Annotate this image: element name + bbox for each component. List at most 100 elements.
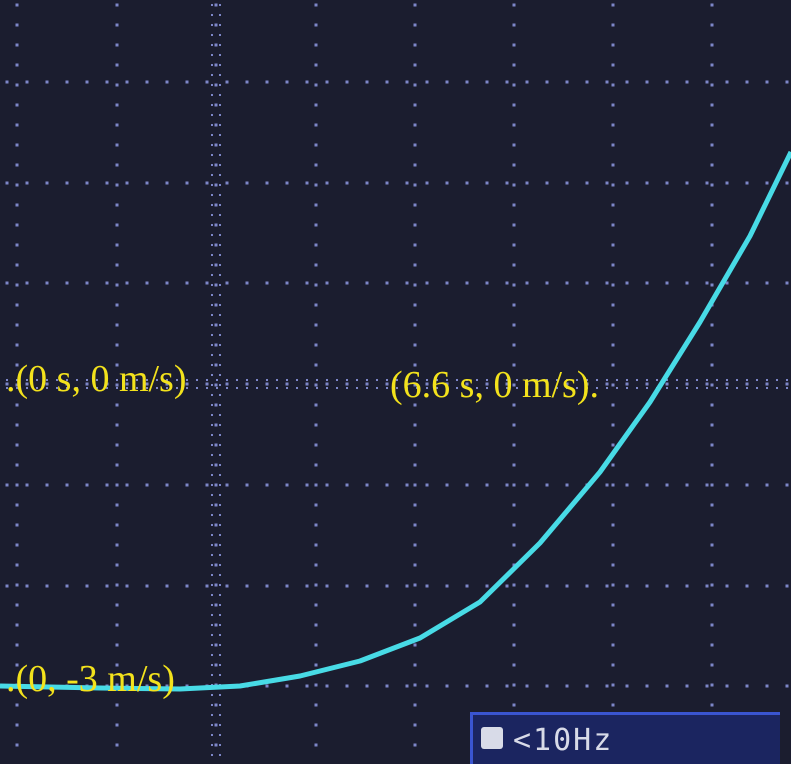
grid-dot (211, 454, 213, 456)
grid-dot (211, 124, 213, 126)
grid-dot (326, 379, 328, 381)
grid-dot (414, 684, 417, 687)
grid-dot (26, 282, 29, 285)
grid-dot (206, 585, 209, 588)
grid-dot (315, 484, 318, 487)
grid-dot (636, 379, 638, 381)
grid-dot (219, 624, 221, 626)
grid-dot (356, 387, 358, 389)
grid-dot (414, 424, 417, 427)
grid-dot (646, 685, 649, 688)
grid-dot (116, 504, 119, 507)
grid-dot (186, 182, 189, 185)
grid-dot (16, 404, 19, 407)
grid-dot (546, 484, 549, 487)
grid-dot (513, 484, 516, 487)
grid-dot (246, 484, 249, 487)
grid-dot (406, 81, 409, 84)
grid-dot (414, 64, 417, 67)
grid-dot (116, 64, 119, 67)
grid-dot (211, 54, 213, 56)
grid-dot (706, 383, 709, 386)
grid-dot (219, 294, 221, 296)
grid-dot (16, 524, 19, 527)
grid-dot (236, 379, 238, 381)
grid-dot (219, 734, 221, 736)
grid-dot (676, 387, 678, 389)
grid-dot (315, 204, 318, 207)
grid-dot (686, 383, 689, 386)
grid-dot (219, 574, 221, 576)
grid-dot (716, 387, 718, 389)
grid-dot (219, 644, 221, 646)
grid-dot (315, 504, 318, 507)
grid-dot (315, 44, 318, 47)
grid-dot (606, 585, 609, 588)
grid-dot (513, 64, 516, 67)
grid-dot (219, 664, 221, 666)
grid-dot (513, 464, 516, 467)
grid-dot (211, 594, 213, 596)
grid-dot (426, 81, 429, 84)
grid-dot (219, 424, 221, 426)
grid-dot (211, 174, 213, 176)
grid-dot (786, 685, 789, 688)
grid-dot (186, 282, 189, 285)
grid-dot (211, 514, 213, 516)
grid-dot (746, 585, 749, 588)
grid-dot (376, 387, 378, 389)
grid-dot (219, 704, 221, 706)
grid-dot (276, 387, 278, 389)
grid-dot (711, 64, 714, 67)
grid-dot (711, 44, 714, 47)
grid-dot (211, 24, 213, 26)
grid-dot (116, 304, 119, 307)
grid-dot (446, 81, 449, 84)
grid-dot (219, 554, 221, 556)
grid-dot (116, 84, 119, 87)
grid-dot (215, 244, 218, 247)
grid-dot (219, 104, 221, 106)
grid-dot (414, 284, 417, 287)
grid-dot (215, 364, 218, 367)
grid-dot (566, 685, 569, 688)
grid-dot (711, 124, 714, 127)
grid-dot (606, 379, 608, 381)
grid-dot (414, 524, 417, 527)
grid-dot (766, 685, 769, 688)
grid-dot (414, 744, 417, 747)
grid-dot (606, 387, 608, 389)
grid-dot (286, 282, 289, 285)
grid-dot (612, 384, 615, 387)
grid-dot (211, 284, 213, 286)
grid-dot (46, 585, 49, 588)
grid-dot (612, 504, 615, 507)
grid-dot (306, 182, 309, 185)
grid-dot (612, 84, 615, 87)
grid-dot (711, 384, 714, 387)
grid-dot (315, 444, 318, 447)
grid-dot (486, 182, 489, 185)
grid-dot (256, 387, 258, 389)
grid-dot (706, 685, 709, 688)
grid-dot (116, 224, 119, 227)
grid-dot (566, 585, 569, 588)
grid-dot (86, 282, 89, 285)
grid-dot (219, 154, 221, 156)
grid-dot (219, 314, 221, 316)
grid-dot (116, 604, 119, 607)
grid-dot (466, 81, 469, 84)
grid-dot (414, 124, 417, 127)
grid-dot (616, 387, 618, 389)
grid-dot (366, 387, 368, 389)
grid-dot (219, 544, 221, 546)
grid-dot (315, 524, 318, 527)
grid-dot (219, 384, 221, 386)
grid-dot (219, 604, 221, 606)
grid-dot (414, 444, 417, 447)
grid-dot (211, 214, 213, 216)
grid-dot (386, 81, 389, 84)
grid-dot (306, 685, 309, 688)
grid-dot (219, 354, 221, 356)
grid-dot (211, 614, 213, 616)
